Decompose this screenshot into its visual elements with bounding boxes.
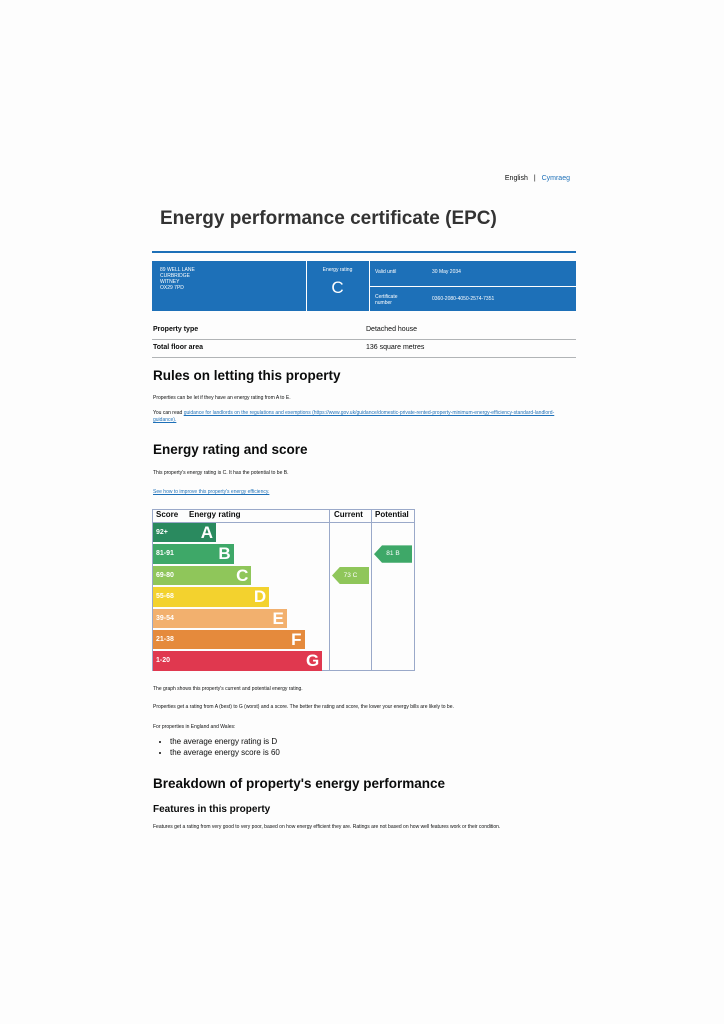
band-letter: C	[236, 565, 249, 585]
language-link[interactable]: English	[504, 175, 528, 182]
rating-letter: C	[331, 278, 344, 297]
improve-link[interactable]: See how to improve this property's energ…	[153, 489, 270, 495]
paragraph: This property's energy rating is C. It h…	[153, 470, 289, 476]
text: You can read	[153, 410, 183, 416]
property-value: Detached house	[366, 326, 417, 333]
row-rule	[152, 357, 576, 358]
header-rule	[153, 522, 414, 523]
address-line: 89 WELL LANE	[160, 267, 195, 273]
property-label: Property type	[153, 326, 199, 333]
current-band: C	[352, 571, 358, 579]
row-rule	[152, 339, 576, 340]
column-header: Score	[156, 510, 179, 519]
language-switch: English | Cymraeg	[505, 175, 570, 182]
column-divider	[329, 510, 330, 670]
rating-band: 81-91 B	[153, 544, 234, 564]
language-link[interactable]: Cymraeg	[541, 175, 570, 182]
potential-score: 81	[386, 550, 394, 558]
certificate-label: Certificate number	[375, 294, 398, 306]
averages-list: the average energy rating is D the avera…	[153, 736, 280, 758]
address-line: CURBRIDGE	[160, 273, 191, 279]
paragraph: Features get a rating from very good to …	[153, 824, 501, 830]
band-letter: F	[291, 630, 302, 649]
paragraph: Properties get a rating from A (best) to…	[153, 704, 454, 710]
address: 89 WELL LANE CURBRIDGE WITNEY OX29 7PD	[160, 267, 195, 291]
rating-band: 39-54 E	[153, 608, 287, 628]
rating-band: 69-80 C	[153, 565, 252, 586]
column-header: Potential	[375, 510, 409, 519]
divider	[306, 261, 307, 311]
page-title: Energy performance certificate (EPC)	[160, 208, 497, 229]
current-score: 73	[343, 571, 351, 579]
current-rating-arrow: 73 C	[332, 566, 369, 585]
band-score: 39-54	[156, 614, 174, 622]
list-item: the average energy rating is D	[170, 736, 280, 747]
guidance-link[interactable]: guidance for landlords on the regulation…	[153, 410, 555, 423]
column-header: Current	[334, 510, 363, 519]
band-score: 69-80	[156, 571, 174, 579]
rating-band: 55-68 D	[153, 587, 270, 607]
address-line: WITNEY	[160, 279, 180, 285]
certificate-number: 0360-2080-4050-2574-7351	[432, 296, 495, 302]
potential-band: B	[395, 550, 400, 558]
band-score: 81-91	[156, 550, 174, 558]
property-label: Total floor area	[153, 344, 204, 351]
band-letter: A	[200, 523, 213, 542]
address-line: OX29 7PD	[160, 285, 184, 291]
section-heading: Breakdown of property's energy performan…	[153, 776, 446, 791]
potential-rating-arrow: 81 B	[374, 545, 412, 563]
separator: |	[533, 175, 536, 182]
band-letter: B	[218, 544, 231, 564]
paragraph: You can read guidance for landlords on t…	[153, 410, 575, 424]
rating-band: 92+ A	[153, 523, 216, 543]
band-score: 21-38	[156, 636, 174, 643]
rating-label: Energy rating	[322, 267, 353, 273]
section-heading: Energy rating and score	[153, 442, 308, 457]
band-letter: G	[305, 651, 320, 671]
subheading: Features in this property	[153, 804, 271, 815]
title-rule	[152, 251, 576, 253]
paragraph: For properties in England and Wales:	[153, 724, 236, 730]
rating-band: 1-20 G	[153, 651, 323, 671]
list-item: the average energy score is 60	[170, 747, 280, 758]
rating-chart: Score Energy rating Current Potential 92…	[152, 509, 415, 671]
band-letter: E	[272, 608, 284, 628]
divider	[369, 286, 576, 287]
rating-band: 21-38 F	[153, 630, 305, 650]
valid-until: 30 May 2034	[432, 269, 461, 275]
band-letter: D	[253, 587, 267, 607]
paragraph: Properties can be let if they have an en…	[153, 395, 291, 401]
valid-label: Valid until	[375, 269, 397, 275]
band-score: 92+	[156, 529, 168, 536]
column-divider	[371, 510, 372, 670]
section-heading: Rules on letting this property	[153, 368, 341, 383]
band-score: 1-20	[156, 657, 171, 665]
paragraph: The graph shows this property's current …	[153, 686, 303, 692]
summary-box: 89 WELL LANE CURBRIDGE WITNEY OX29 7PD E…	[152, 261, 576, 311]
band-score: 55-68	[156, 593, 174, 601]
column-header: Energy rating	[189, 510, 241, 519]
property-value: 136 square metres	[366, 344, 425, 351]
